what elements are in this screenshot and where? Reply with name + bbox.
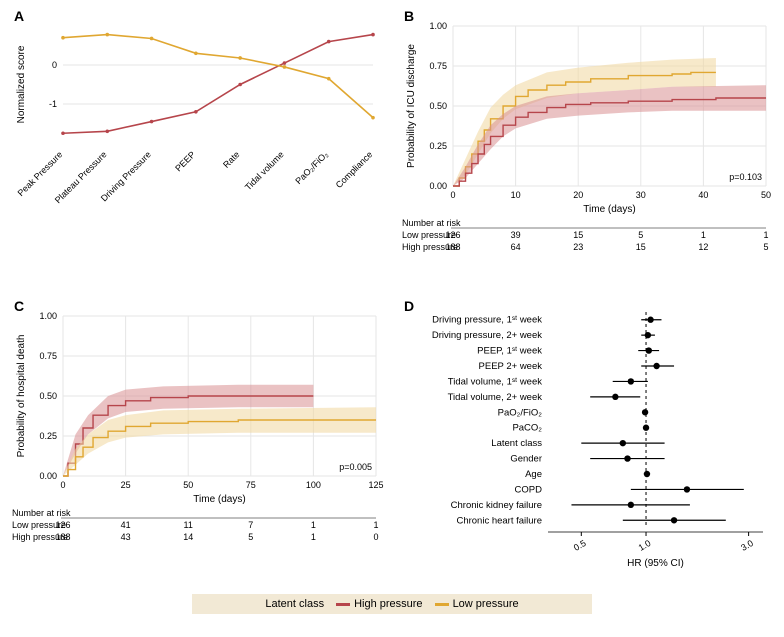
legend-title: Latent class xyxy=(265,598,324,610)
panel-c-label: C xyxy=(14,298,24,314)
svg-text:0.00: 0.00 xyxy=(39,471,57,481)
svg-text:0.50: 0.50 xyxy=(429,101,447,111)
panel-d: D Driving pressure, 1ˢᵗ week Driving pres… xyxy=(398,298,778,588)
svg-text:14: 14 xyxy=(183,532,193,542)
svg-text:Chronic kidney failure: Chronic kidney failure xyxy=(451,500,542,511)
svg-text:Peak Pressure: Peak Pressure xyxy=(16,149,65,198)
svg-text:11: 11 xyxy=(184,520,193,530)
svg-text:0.25: 0.25 xyxy=(429,141,447,151)
svg-text:COPD: COPD xyxy=(515,484,543,495)
svg-text:PaO₂/FiO₂: PaO₂/FiO₂ xyxy=(498,407,543,418)
svg-text:Compliance: Compliance xyxy=(334,149,375,190)
svg-text:Tidal volume, 1ˢᵗ week: Tidal volume, 1ˢᵗ week xyxy=(448,376,542,387)
svg-text:0.75: 0.75 xyxy=(429,61,447,71)
svg-text:5: 5 xyxy=(248,532,253,542)
svg-text:188: 188 xyxy=(445,242,460,252)
svg-text:3.0: 3.0 xyxy=(739,538,755,553)
svg-text:40: 40 xyxy=(698,190,708,200)
svg-text:Driving pressure, 2+ week: Driving pressure, 2+ week xyxy=(432,330,542,341)
svg-text:0.5: 0.5 xyxy=(572,538,588,553)
svg-text:0.00: 0.00 xyxy=(429,181,447,191)
svg-text:Tidal volume: Tidal volume xyxy=(243,149,286,192)
svg-text:Probability of hospital death: Probability of hospital death xyxy=(16,335,27,458)
svg-text:15: 15 xyxy=(573,230,583,240)
svg-text:64: 64 xyxy=(511,242,521,252)
svg-text:1.0: 1.0 xyxy=(637,538,653,553)
svg-text:Rate: Rate xyxy=(221,149,242,170)
svg-text:10: 10 xyxy=(511,190,521,200)
svg-text:1: 1 xyxy=(763,230,768,240)
svg-text:Tidal volume, 2+ week: Tidal volume, 2+ week xyxy=(448,392,543,403)
svg-text:Chronic heart failure: Chronic heart failure xyxy=(456,515,542,526)
svg-text:Time (days): Time (days) xyxy=(193,494,245,505)
svg-text:12: 12 xyxy=(698,242,708,252)
svg-text:Latent class: Latent class xyxy=(491,438,542,449)
svg-text:5: 5 xyxy=(638,230,643,240)
svg-text:50: 50 xyxy=(183,480,193,490)
svg-text:188: 188 xyxy=(55,532,70,542)
svg-text:PaCO₂: PaCO₂ xyxy=(512,423,542,434)
svg-text:126: 126 xyxy=(445,230,460,240)
svg-text:Age: Age xyxy=(525,469,542,480)
svg-text:1.00: 1.00 xyxy=(39,311,57,321)
svg-text:1: 1 xyxy=(311,520,316,530)
svg-text:25: 25 xyxy=(121,480,131,490)
svg-text:Number at risk: Number at risk xyxy=(402,218,461,228)
panel-c: C 0.000.250.500.751.000255075100125p=0.0… xyxy=(8,298,388,588)
svg-text:1: 1 xyxy=(373,520,378,530)
svg-text:50: 50 xyxy=(761,190,771,200)
svg-text:Time (days): Time (days) xyxy=(583,204,635,215)
svg-text:126: 126 xyxy=(55,520,70,530)
svg-text:Driving pressure, 1ˢᵗ week: Driving pressure, 1ˢᵗ week xyxy=(432,315,542,326)
svg-text:0.75: 0.75 xyxy=(39,351,57,361)
panel-b: B 0.00 0.25 0.50 0.75 1.00 0 10 20 30 40 50 p=0.103… xyxy=(398,8,778,288)
svg-text:125: 125 xyxy=(368,480,383,490)
svg-text:PaO₂/FiO₂: PaO₂/FiO₂ xyxy=(293,149,330,186)
svg-text:7: 7 xyxy=(248,520,253,530)
svg-text:15: 15 xyxy=(636,242,646,252)
svg-text:Normalized score: Normalized score xyxy=(16,45,27,123)
svg-text:39: 39 xyxy=(511,230,521,240)
panel-b-label: B xyxy=(404,8,414,24)
svg-text:0: 0 xyxy=(60,480,65,490)
svg-text:75: 75 xyxy=(246,480,256,490)
legend-item-low: Low pressure xyxy=(435,598,519,610)
panel-d-label: D xyxy=(404,298,414,314)
svg-text:HR (95% CI): HR (95% CI) xyxy=(627,558,684,569)
svg-text:5: 5 xyxy=(763,242,768,252)
legend: Latent class High pressure Low pressure xyxy=(192,594,592,614)
svg-text:100: 100 xyxy=(306,480,321,490)
legend-item-high: High pressure xyxy=(336,598,422,610)
svg-text:43: 43 xyxy=(121,532,131,542)
svg-text:Gender: Gender xyxy=(510,454,542,465)
svg-text:p=0.005: p=0.005 xyxy=(339,462,372,472)
panel-a: A -10Peak PressurePlateau PressureDrivin… xyxy=(8,8,388,288)
svg-text:p=0.103: p=0.103 xyxy=(729,172,762,182)
svg-text:1: 1 xyxy=(701,230,706,240)
svg-text:41: 41 xyxy=(121,520,131,530)
figure-grid: A -10Peak PressurePlateau PressureDrivin… xyxy=(8,8,776,588)
svg-text:30: 30 xyxy=(636,190,646,200)
svg-text:20: 20 xyxy=(573,190,583,200)
svg-text:0: 0 xyxy=(52,60,57,70)
svg-text:0.50: 0.50 xyxy=(39,391,57,401)
svg-text:23: 23 xyxy=(573,242,583,252)
legend-swatch-low xyxy=(435,603,449,606)
legend-swatch-high xyxy=(336,603,350,606)
svg-text:PEEP 2+ week: PEEP 2+ week xyxy=(479,361,543,372)
panel-a-label: A xyxy=(14,8,24,24)
svg-text:1.00: 1.00 xyxy=(429,21,447,31)
svg-text:1: 1 xyxy=(311,532,316,542)
svg-text:-1: -1 xyxy=(49,99,57,109)
svg-text:PEEP: PEEP xyxy=(173,149,197,173)
svg-text:0: 0 xyxy=(450,190,455,200)
svg-text:PEEP, 1ˢᵗ week: PEEP, 1ˢᵗ week xyxy=(477,346,542,357)
svg-text:Probability of ICU discharge: Probability of ICU discharge xyxy=(406,44,417,168)
svg-text:Number at risk: Number at risk xyxy=(12,508,71,518)
svg-text:0.25: 0.25 xyxy=(39,431,57,441)
svg-text:0: 0 xyxy=(373,532,378,542)
